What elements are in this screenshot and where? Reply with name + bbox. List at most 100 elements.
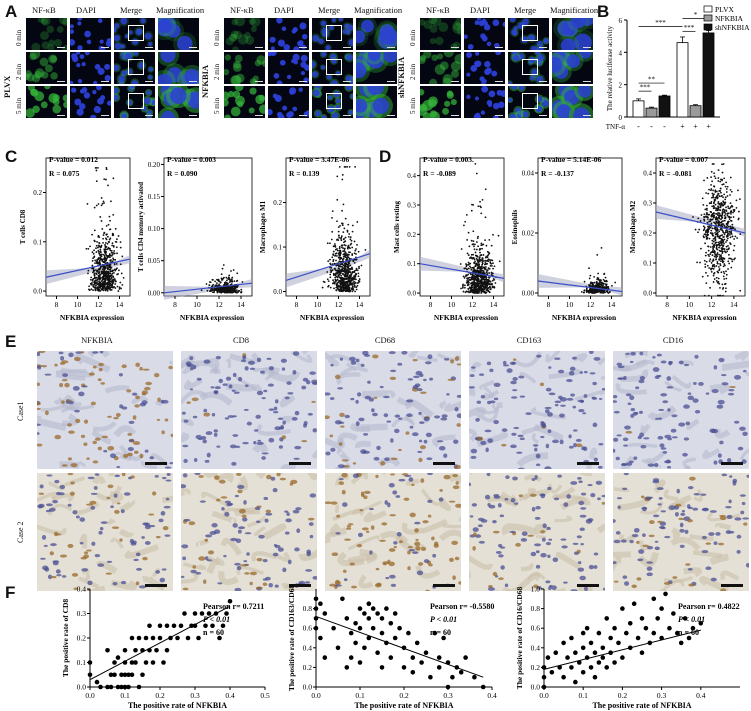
data-point: [370, 606, 376, 611]
data-point: [318, 635, 323, 641]
x-tick-label: 0.5: [260, 691, 270, 700]
data-point: [226, 279, 228, 282]
y-tick-label: 0.2: [531, 663, 541, 672]
data-point: [726, 231, 729, 234]
data-point: [346, 283, 349, 286]
data-point: [342, 250, 344, 252]
data-point: [705, 192, 707, 194]
data-point: [722, 183, 725, 186]
y-axis-label: Eosinophils: [511, 209, 519, 244]
data-point: [471, 243, 474, 246]
data-point: [482, 243, 485, 246]
data-point: [705, 235, 708, 238]
data-point: [709, 220, 712, 223]
stat-annotation: R = 0.090: [167, 169, 198, 178]
data-point: [463, 655, 468, 660]
scale-bar: [721, 462, 743, 465]
data-point: [723, 233, 726, 236]
data-point: [346, 281, 349, 284]
scale-bar: [189, 47, 197, 48]
data-point: [477, 287, 480, 290]
data-point: [347, 256, 350, 259]
data-point: [485, 244, 488, 247]
regression-line: [315, 615, 484, 678]
data-point: [338, 288, 341, 291]
data-point: [486, 280, 488, 283]
data-point: [349, 275, 352, 278]
data-point: [115, 241, 118, 243]
data-point: [732, 227, 735, 229]
x-axis-label: NFKBIA expression: [180, 313, 245, 322]
scale-bar: [577, 584, 599, 587]
data-point: [724, 282, 727, 285]
data-point: [475, 288, 478, 290]
y-tick-label: 0.3: [407, 201, 416, 209]
data-point: [102, 200, 105, 203]
data-point: [703, 219, 706, 222]
column-header: Merge: [120, 5, 143, 15]
data-point: [99, 250, 102, 253]
data-point: [738, 198, 741, 201]
data-point: [105, 287, 108, 290]
data-point: [336, 249, 339, 252]
data-point: [541, 674, 547, 680]
data-point: [357, 625, 363, 631]
stat-annotation: P < 0.01: [678, 615, 705, 624]
x-tick-label: 0.4: [225, 691, 235, 700]
data-point: [227, 291, 230, 293]
data-point: [706, 218, 709, 220]
data-point: [103, 232, 105, 235]
data-point: [720, 247, 723, 250]
data-point: [217, 635, 222, 641]
data-point: [612, 660, 617, 665]
data-point: [91, 271, 94, 274]
data-point: [480, 265, 483, 268]
data-point: [95, 251, 98, 253]
scale-bar: [255, 81, 263, 82]
data-point: [360, 264, 363, 267]
data-point: [220, 623, 226, 629]
data-point: [710, 202, 713, 205]
y-tick-label: 0.1: [407, 260, 416, 268]
data-point: [358, 280, 361, 283]
data-point: [222, 277, 224, 280]
data-point: [592, 674, 598, 680]
stain-header: CD16: [662, 335, 684, 345]
data-point: [725, 188, 728, 190]
data-point: [336, 255, 338, 257]
stain-header: CD68: [374, 335, 396, 345]
data-point: [720, 271, 723, 274]
regression-line: [89, 605, 231, 681]
data-point: [103, 258, 105, 260]
data-point: [470, 284, 473, 287]
data-point: [460, 248, 463, 250]
data-point: [707, 225, 709, 228]
data-point: [110, 250, 113, 252]
data-point: [492, 267, 494, 270]
data-point: [220, 273, 223, 276]
data-point: [472, 275, 475, 277]
scale-bar: [583, 81, 591, 82]
data-point: [690, 625, 696, 631]
data-point: [107, 235, 109, 238]
scale-bar: [583, 115, 591, 116]
data-point: [716, 252, 719, 254]
data-point: [349, 238, 352, 241]
data-point: [639, 616, 645, 621]
data-point: [100, 283, 102, 286]
scatter-points: [580, 246, 617, 294]
data-point: [90, 276, 93, 279]
data-point: [614, 281, 617, 284]
timepoint-label: 0 min: [15, 29, 23, 46]
data-point: [596, 630, 602, 636]
data-point: [321, 286, 324, 289]
y-axis-label: The positive rate of CD8: [61, 599, 70, 678]
data-point: [233, 288, 236, 290]
data-point: [721, 225, 724, 228]
data-point: [470, 266, 472, 269]
scale-bar: [539, 115, 547, 116]
data-point: [718, 256, 721, 258]
data-point: [715, 256, 718, 259]
